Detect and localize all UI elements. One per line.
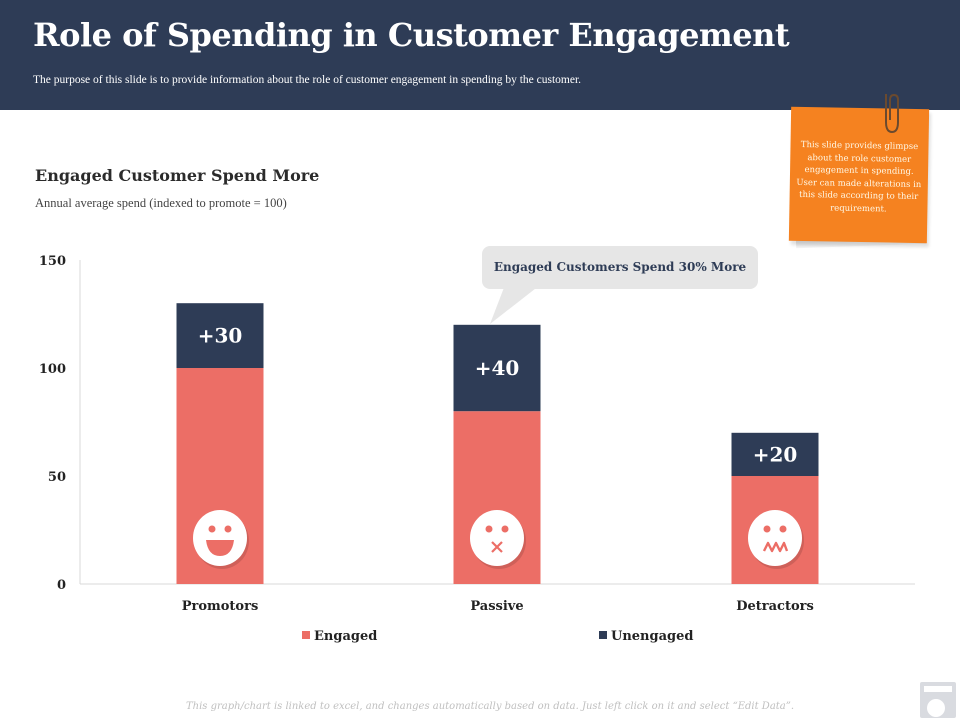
page-title: Role of Spending in Customer Engagement bbox=[33, 16, 790, 54]
page-subtitle: The purpose of this slide is to provide … bbox=[33, 74, 582, 86]
data-label: +20 bbox=[753, 442, 798, 466]
chart-legend: Engaged Unengaged bbox=[302, 629, 693, 644]
silent-face-icon bbox=[470, 510, 526, 569]
legend-swatch-unengaged bbox=[599, 631, 607, 639]
x-category-label: Promotors bbox=[182, 599, 259, 614]
callout-bubble: Engaged Customers Spend 30% More bbox=[482, 246, 758, 324]
y-tick-label: 50 bbox=[48, 470, 66, 485]
sticky-note: This slide provides glimpse about the ro… bbox=[788, 106, 930, 244]
callout-text: Engaged Customers Spend 30% More bbox=[494, 260, 747, 274]
paperclip-icon bbox=[885, 93, 899, 134]
edit-data-icon[interactable] bbox=[918, 678, 958, 720]
legend-label-unengaged: Unengaged bbox=[611, 629, 693, 644]
happy-face-icon bbox=[193, 510, 249, 569]
chart-title: Engaged Customer Spend More bbox=[35, 166, 320, 185]
x-category-label: Passive bbox=[470, 599, 523, 614]
legend-label-engaged: Engaged bbox=[314, 629, 377, 644]
bar-unengaged-passive[interactable] bbox=[453, 324, 541, 412]
chart-subtitle: Annual average spend (indexed to promote… bbox=[35, 196, 287, 210]
y-tick-label: 0 bbox=[57, 578, 66, 593]
stacked-bar-chart[interactable]: 0 50 100 150 +30 Promotors +40 Passive +20 Detra… bbox=[0, 240, 960, 660]
bar-unengaged-promotors[interactable] bbox=[176, 303, 264, 368]
legend-swatch-engaged bbox=[302, 631, 310, 639]
worried-face-icon bbox=[748, 510, 804, 569]
x-category-label: Detractors bbox=[736, 599, 814, 614]
y-tick-label: 100 bbox=[39, 362, 66, 377]
data-label: +40 bbox=[475, 356, 520, 380]
bar-unengaged-detractors[interactable] bbox=[731, 432, 819, 476]
data-label: +30 bbox=[198, 324, 243, 348]
y-tick-label: 150 bbox=[39, 254, 66, 269]
footer-note: This graph/chart is linked to excel, and… bbox=[186, 701, 795, 712]
sticky-note-text: This slide provides glimpse about the ro… bbox=[796, 139, 922, 214]
header-banner: Role of Spending in Customer Engagement … bbox=[0, 0, 960, 110]
